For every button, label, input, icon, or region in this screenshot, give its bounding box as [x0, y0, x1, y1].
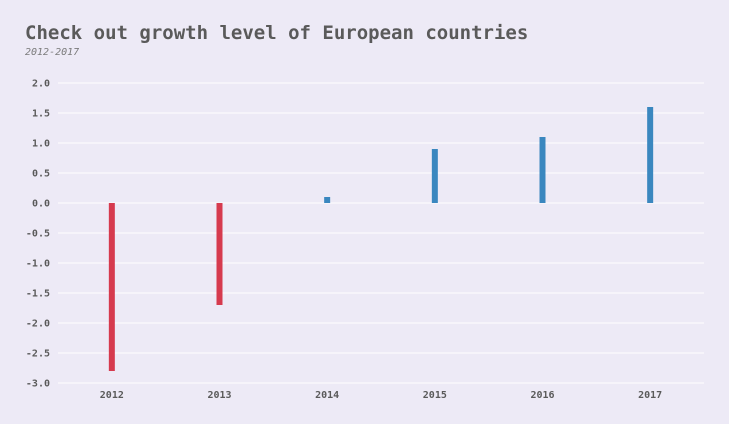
- bars: [108, 107, 654, 371]
- y-tick-label: -3.0: [26, 379, 50, 390]
- y-tick-label: -1.5: [26, 289, 50, 300]
- y-axis: 2.0 1.5 1.0 0.5 0.0 -0.5 -1.0 -1.5 -2.0 -2.5 -3.0: [26, 79, 50, 390]
- x-tick-label: 2014: [315, 390, 339, 401]
- y-tick-label: -2.5: [26, 349, 50, 360]
- y-tick-label: 0.0: [32, 199, 50, 210]
- bar: [539, 137, 546, 203]
- x-tick-label: 2016: [530, 390, 554, 401]
- x-tick-label: 2012: [100, 390, 124, 401]
- bar: [216, 203, 223, 305]
- y-tick-label: 2.0: [32, 79, 50, 90]
- y-tick-label: -0.5: [26, 229, 50, 240]
- x-tick-label: 2015: [423, 390, 447, 401]
- y-tick-label: 0.5: [32, 169, 50, 180]
- gridlines: [58, 82, 704, 384]
- y-tick-label: -2.0: [26, 319, 50, 330]
- y-tick-label: 1.0: [32, 139, 50, 150]
- y-tick-label: -1.0: [26, 259, 50, 270]
- y-tick-label: 1.5: [32, 109, 50, 120]
- chart-title: Check out growth level of European count…: [25, 22, 529, 44]
- bar: [647, 107, 654, 203]
- bar: [324, 197, 331, 203]
- chart-subtitle: 2012-2017: [25, 47, 80, 58]
- x-axis: 2012 2013 2014 2015 2016 2017: [100, 390, 662, 401]
- x-tick-label: 2013: [207, 390, 231, 401]
- bar: [431, 149, 438, 203]
- bar: [108, 203, 115, 371]
- x-tick-label: 2017: [638, 390, 662, 401]
